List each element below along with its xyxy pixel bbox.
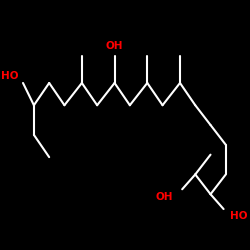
Text: HO: HO — [1, 70, 19, 81]
Text: OH: OH — [106, 41, 123, 51]
Text: OH: OH — [156, 192, 174, 202]
Text: HO: HO — [230, 212, 248, 222]
